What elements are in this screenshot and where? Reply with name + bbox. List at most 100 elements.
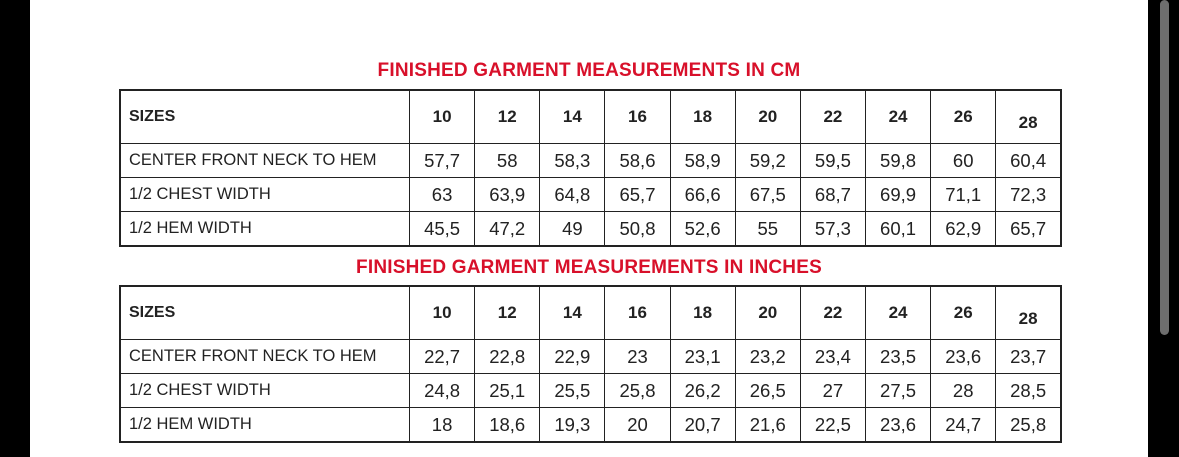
measurement-cell: 63	[408, 177, 476, 212]
measurement-cell: 28,5	[995, 373, 1062, 408]
size-header: 14	[539, 285, 606, 340]
measurement-cell: 49	[539, 211, 606, 247]
measurement-cell: 23,4	[799, 339, 866, 374]
measurement-cell: 18,6	[474, 407, 541, 443]
size-header: 24	[864, 89, 932, 144]
measurement-cell: 20,7	[669, 407, 736, 443]
measurement-cell: 72,3	[995, 177, 1062, 212]
measurement-cell: 25,1	[474, 373, 541, 408]
size-header: 12	[474, 285, 541, 340]
measurement-cell: 66,6	[669, 177, 736, 212]
measurement-cell: 69,9	[864, 177, 932, 212]
measurement-cell: 59,8	[864, 143, 932, 178]
measurement-cell: 25,8	[604, 373, 671, 408]
document-page: FINISHED GARMENT MEASUREMENTS IN CM SIZES…	[30, 0, 1148, 457]
measurement-cell: 19,3	[539, 407, 606, 443]
cm-measurement-table: SIZES 10 12 14 16 18 20 22 24 26 28 CENTER FRONT NE…	[119, 89, 1062, 247]
measurement-cell: 59,5	[799, 143, 866, 178]
measurement-cell: 67,5	[734, 177, 801, 212]
measurement-cell: 22,9	[539, 339, 606, 374]
measurement-cell: 26,2	[669, 373, 736, 408]
table-row: 1/2 HEM WIDTH 18 18,6 19,3 20 20,7 21,6 22,5 23,…	[119, 407, 1062, 443]
measurement-cell: 23,5	[864, 339, 932, 374]
inch-measurement-table: SIZES 10 12 14 16 18 20 22 24 26 28 CENTER FRONT NE…	[119, 285, 1062, 443]
size-header: 10	[408, 285, 476, 340]
measurement-cell: 22,7	[408, 339, 476, 374]
measurement-cell: 58,6	[604, 143, 671, 178]
measurement-cell: 47,2	[474, 211, 541, 247]
measurement-cell: 23,7	[995, 339, 1062, 374]
table-row: 1/2 CHEST WIDTH 24,8 25,1 25,5 25,8 26,2 26,5 2…	[119, 373, 1062, 408]
measurement-cell: 68,7	[799, 177, 866, 212]
table-title: FINISHED GARMENT MEASUREMENTS IN CM	[377, 60, 801, 81]
measurement-cell: 52,6	[669, 211, 736, 247]
size-header: 16	[604, 89, 671, 144]
measurement-cell: 21,6	[734, 407, 801, 443]
measurement-cell: 58	[474, 143, 541, 178]
size-header: 18	[669, 89, 736, 144]
measurement-cell: 65,7	[995, 211, 1062, 247]
measurement-cell: 27	[799, 373, 866, 408]
size-header: 18	[669, 285, 736, 340]
measurement-cell: 25,8	[995, 407, 1062, 443]
measurement-cell: 23,6	[930, 339, 997, 374]
measurement-cell: 18	[408, 407, 476, 443]
size-header: 22	[799, 89, 866, 144]
measurement-cell: 22,5	[799, 407, 866, 443]
measurement-cell: 58,9	[669, 143, 736, 178]
measurement-cell: 60,4	[995, 143, 1062, 178]
size-header: 14	[539, 89, 606, 144]
row-label: CENTER FRONT NECK TO HEM	[119, 143, 410, 178]
size-header: 26	[930, 89, 997, 144]
table-row: CENTER FRONT NECK TO HEM 57,7 58 58,3 58,6 58…	[119, 143, 1062, 178]
size-header: 22	[799, 285, 866, 340]
table-row: CENTER FRONT NECK TO HEM 22,7 22,8 22,9 23 23…	[119, 339, 1062, 374]
measurement-cell: 55	[734, 211, 801, 247]
measurement-cell: 24,8	[408, 373, 476, 408]
measurement-cell: 63,9	[474, 177, 541, 212]
measurement-cell: 57,3	[799, 211, 866, 247]
measurement-cell: 50,8	[604, 211, 671, 247]
row-label: 1/2 CHEST WIDTH	[119, 177, 410, 212]
size-header: 16	[604, 285, 671, 340]
table-row: 1/2 CHEST WIDTH 63 63,9 64,8 65,7 66,6 67,5 68,…	[119, 177, 1062, 212]
row-label: CENTER FRONT NECK TO HEM	[119, 339, 410, 374]
size-header: 20	[734, 285, 801, 340]
size-header: 28	[995, 285, 1062, 340]
measurement-cell: 23	[604, 339, 671, 374]
measurement-cell: 25,5	[539, 373, 606, 408]
measurement-cell: 58,3	[539, 143, 606, 178]
header-label: SIZES	[119, 285, 410, 340]
measurement-cell: 27,5	[864, 373, 932, 408]
header-row: SIZES 10 12 14 16 18 20 22 24 26 28	[119, 285, 1062, 340]
measurement-cell: 57,7	[408, 143, 476, 178]
measurement-cell: 23,6	[864, 407, 932, 443]
row-label: 1/2 CHEST WIDTH	[119, 373, 410, 408]
header-row: SIZES 10 12 14 16 18 20 22 24 26 28	[119, 89, 1062, 144]
size-header: 20	[734, 89, 801, 144]
size-header: 28	[995, 89, 1062, 144]
header-label: SIZES	[119, 89, 410, 144]
measurement-cell: 20	[604, 407, 671, 443]
size-header: 26	[930, 285, 997, 340]
measurement-cell: 22,8	[474, 339, 541, 374]
measurement-cell: 28	[930, 373, 997, 408]
row-label: 1/2 HEM WIDTH	[119, 407, 410, 443]
row-label: 1/2 HEM WIDTH	[119, 211, 410, 247]
table-row: 1/2 HEM WIDTH 45,5 47,2 49 50,8 52,6 55 57,3 60,…	[119, 211, 1062, 247]
table-title: FINISHED GARMENT MEASUREMENTS IN INCHES	[356, 257, 822, 278]
size-header: 10	[408, 89, 476, 144]
measurement-cell: 64,8	[539, 177, 606, 212]
scrollbar[interactable]	[1160, 0, 1169, 335]
measurement-cell: 71,1	[930, 177, 997, 212]
measurement-cell: 60,1	[864, 211, 932, 247]
measurement-cell: 24,7	[930, 407, 997, 443]
measurement-cell: 62,9	[930, 211, 997, 247]
measurement-cell: 23,2	[734, 339, 801, 374]
measurement-cell: 59,2	[734, 143, 801, 178]
measurement-cell: 65,7	[604, 177, 671, 212]
size-header: 12	[474, 89, 541, 144]
measurement-cell: 60	[930, 143, 997, 178]
measurement-cell: 26,5	[734, 373, 801, 408]
size-header: 24	[864, 285, 932, 340]
